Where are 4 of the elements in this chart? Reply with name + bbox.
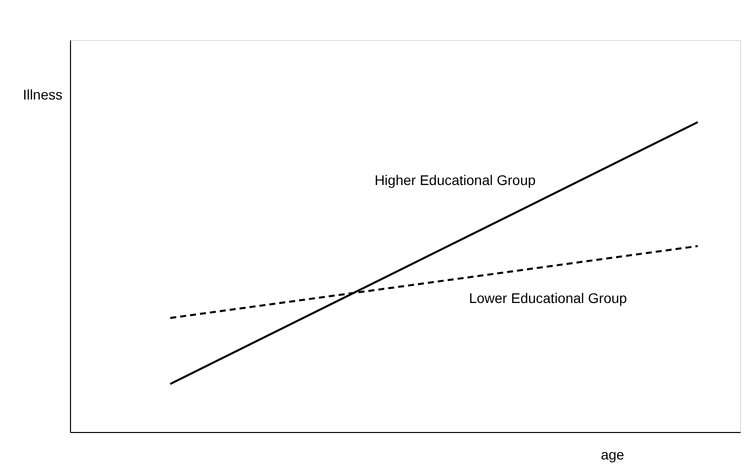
x-axis-title: age [600,446,624,462]
series-label: Higher Educational Group [374,172,536,188]
y-axis-title: Illness [22,86,62,102]
series-label: Lower Educational Group [468,290,628,306]
